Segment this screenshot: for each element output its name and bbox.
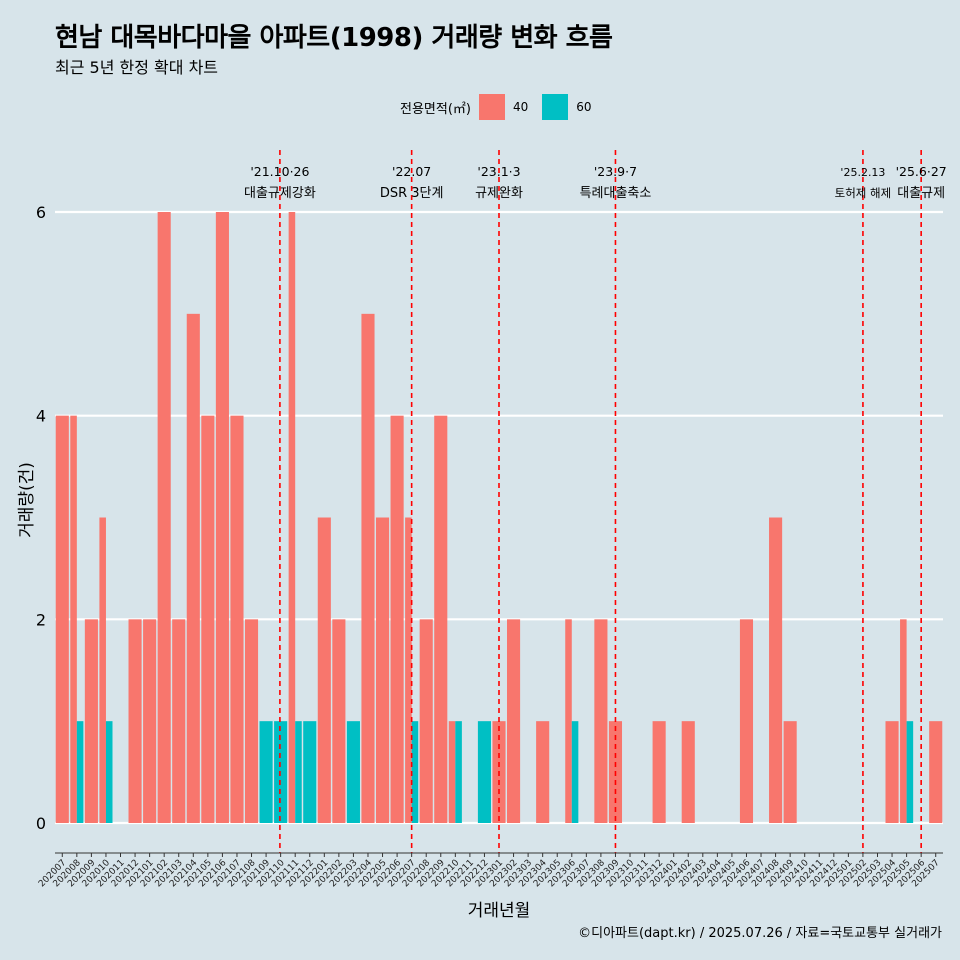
event-date-4: '25.2.13 (840, 166, 885, 179)
x-axis-title: 거래년월 (468, 901, 531, 921)
bar-202102-40 (157, 212, 171, 823)
bar-202306-60 (571, 721, 579, 823)
bar-202012-40 (128, 619, 142, 823)
event-label-3: 특례대출축소 (580, 186, 652, 201)
event-label-4: 토허제 해제 (835, 186, 892, 200)
bar-202101-40 (143, 619, 157, 823)
bar-202010-60 (105, 721, 113, 823)
bar-202111-60 (295, 721, 302, 823)
source-caption: ©디아파트(dapt.kr) / 2025.07.26 / 자료=국토교통부 실… (578, 926, 942, 941)
bar-202202-40 (332, 619, 346, 823)
bar-202205-40 (375, 517, 390, 823)
legend-label-60: 60 (576, 100, 592, 114)
bar-202302-40 (507, 619, 521, 823)
y-axis-title: 거래량(건) (17, 462, 37, 538)
y-tick-label: 4 (36, 407, 46, 426)
event-date-3: '23.9·7 (594, 164, 637, 179)
bar-202507-40 (929, 721, 943, 823)
bar-202203-60 (346, 721, 360, 823)
bar-202112-60 (303, 721, 317, 823)
event-date-2: '23.1·3 (477, 164, 520, 179)
y-tick-label: 2 (36, 610, 46, 629)
bar-202206-40 (390, 415, 404, 823)
bar-202104-40 (186, 313, 200, 823)
bar-202409-40 (783, 721, 797, 823)
bar-202108-40 (244, 619, 259, 823)
bar-202306-40 (565, 619, 572, 823)
bar-202204-40 (361, 313, 375, 823)
event-date-5: '25.6·27 (896, 164, 947, 179)
bar-202505-40 (900, 619, 907, 823)
bar-202208-40 (419, 619, 433, 823)
bar-202402-40 (681, 721, 695, 823)
event-label-0: 대출규제강화 (244, 186, 316, 201)
bar-202109-60 (259, 721, 273, 823)
chart-title: 현남 대목바다마을 아파트(1998) 거래량 변화 흐름 (55, 23, 613, 53)
legend: 전용면적(㎡) 40 60 (400, 92, 606, 122)
bar-202505-60 (906, 721, 914, 823)
event-label-5: 대출규제 (897, 186, 945, 201)
bar-202008-60 (76, 721, 84, 823)
bar-202312-40 (652, 721, 666, 823)
event-date-0: '21.10·26 (250, 164, 309, 179)
event-label-1: DSR 3단계 (380, 186, 444, 201)
bar-202010-40 (99, 517, 106, 823)
legend-swatch-60 (542, 94, 569, 120)
bar-202201-40 (317, 517, 331, 823)
bar-202105-40 (201, 415, 215, 823)
y-tick-label: 0 (36, 814, 46, 833)
bar-202209-40 (434, 415, 448, 823)
bar-202406-40 (739, 619, 754, 823)
bar-202504-40 (885, 721, 899, 823)
legend-label-40: 40 (512, 100, 529, 114)
bar-202007-40 (55, 415, 69, 823)
bar-202212-60 (477, 721, 491, 823)
bar-202210-40 (448, 721, 456, 823)
y-tick-label: 6 (36, 203, 46, 222)
bar-202106-40 (215, 212, 229, 823)
event-date-1: '22.07 (392, 164, 431, 179)
legend-title: 전용면적(㎡) (400, 101, 471, 117)
bar-202103-40 (172, 619, 186, 823)
event-label-2: 규제완화 (475, 186, 523, 201)
bar-202107-40 (230, 415, 244, 823)
bar-202111-40 (288, 212, 296, 823)
bar-202304-40 (536, 721, 550, 823)
bar-202408-40 (769, 517, 783, 823)
legend-swatch-40 (478, 94, 505, 120)
bar-202009-40 (84, 619, 98, 823)
bar-202308-40 (594, 619, 608, 823)
bar-202210-60 (455, 721, 462, 823)
bar-202008-40 (70, 415, 77, 823)
bar-202207-60 (411, 721, 419, 823)
chart-subtitle: 최근 5년 한정 확대 차트 (55, 58, 219, 77)
bar-202207-40 (405, 517, 412, 823)
